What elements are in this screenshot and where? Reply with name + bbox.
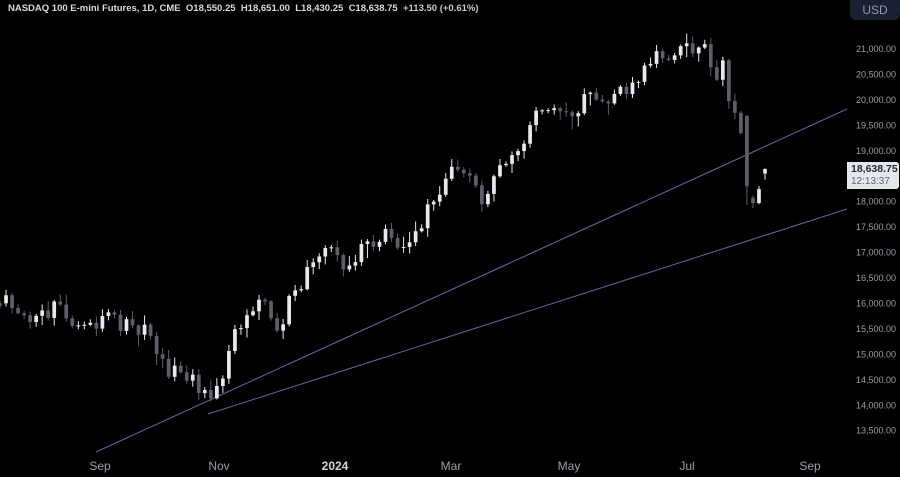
svg-text:20,500.00: 20,500.00 [856,70,896,80]
svg-text:15,500.00: 15,500.00 [856,324,896,334]
svg-text:Sep: Sep [89,459,111,473]
svg-text:18,000.00: 18,000.00 [856,197,896,207]
svg-text:16,500.00: 16,500.00 [856,273,896,283]
svg-text:16,000.00: 16,000.00 [856,299,896,309]
svg-text:15,000.00: 15,000.00 [856,349,896,359]
svg-text:Nov: Nov [208,459,229,473]
svg-text:20,000.00: 20,000.00 [856,95,896,105]
svg-text:17,500.00: 17,500.00 [856,222,896,232]
svg-text:Jul: Jul [679,459,694,473]
svg-text:14,500.00: 14,500.00 [856,375,896,385]
svg-text:21,000.00: 21,000.00 [856,44,896,54]
svg-text:May: May [558,459,581,473]
svg-text:Mar: Mar [441,459,462,473]
svg-text:19,000.00: 19,000.00 [856,146,896,156]
svg-text:2024: 2024 [322,459,349,473]
svg-text:19,500.00: 19,500.00 [856,120,896,130]
svg-text:17,000.00: 17,000.00 [856,248,896,258]
svg-text:Sep: Sep [799,459,821,473]
svg-text:14,000.00: 14,000.00 [856,400,896,410]
svg-text:13,500.00: 13,500.00 [856,426,896,436]
